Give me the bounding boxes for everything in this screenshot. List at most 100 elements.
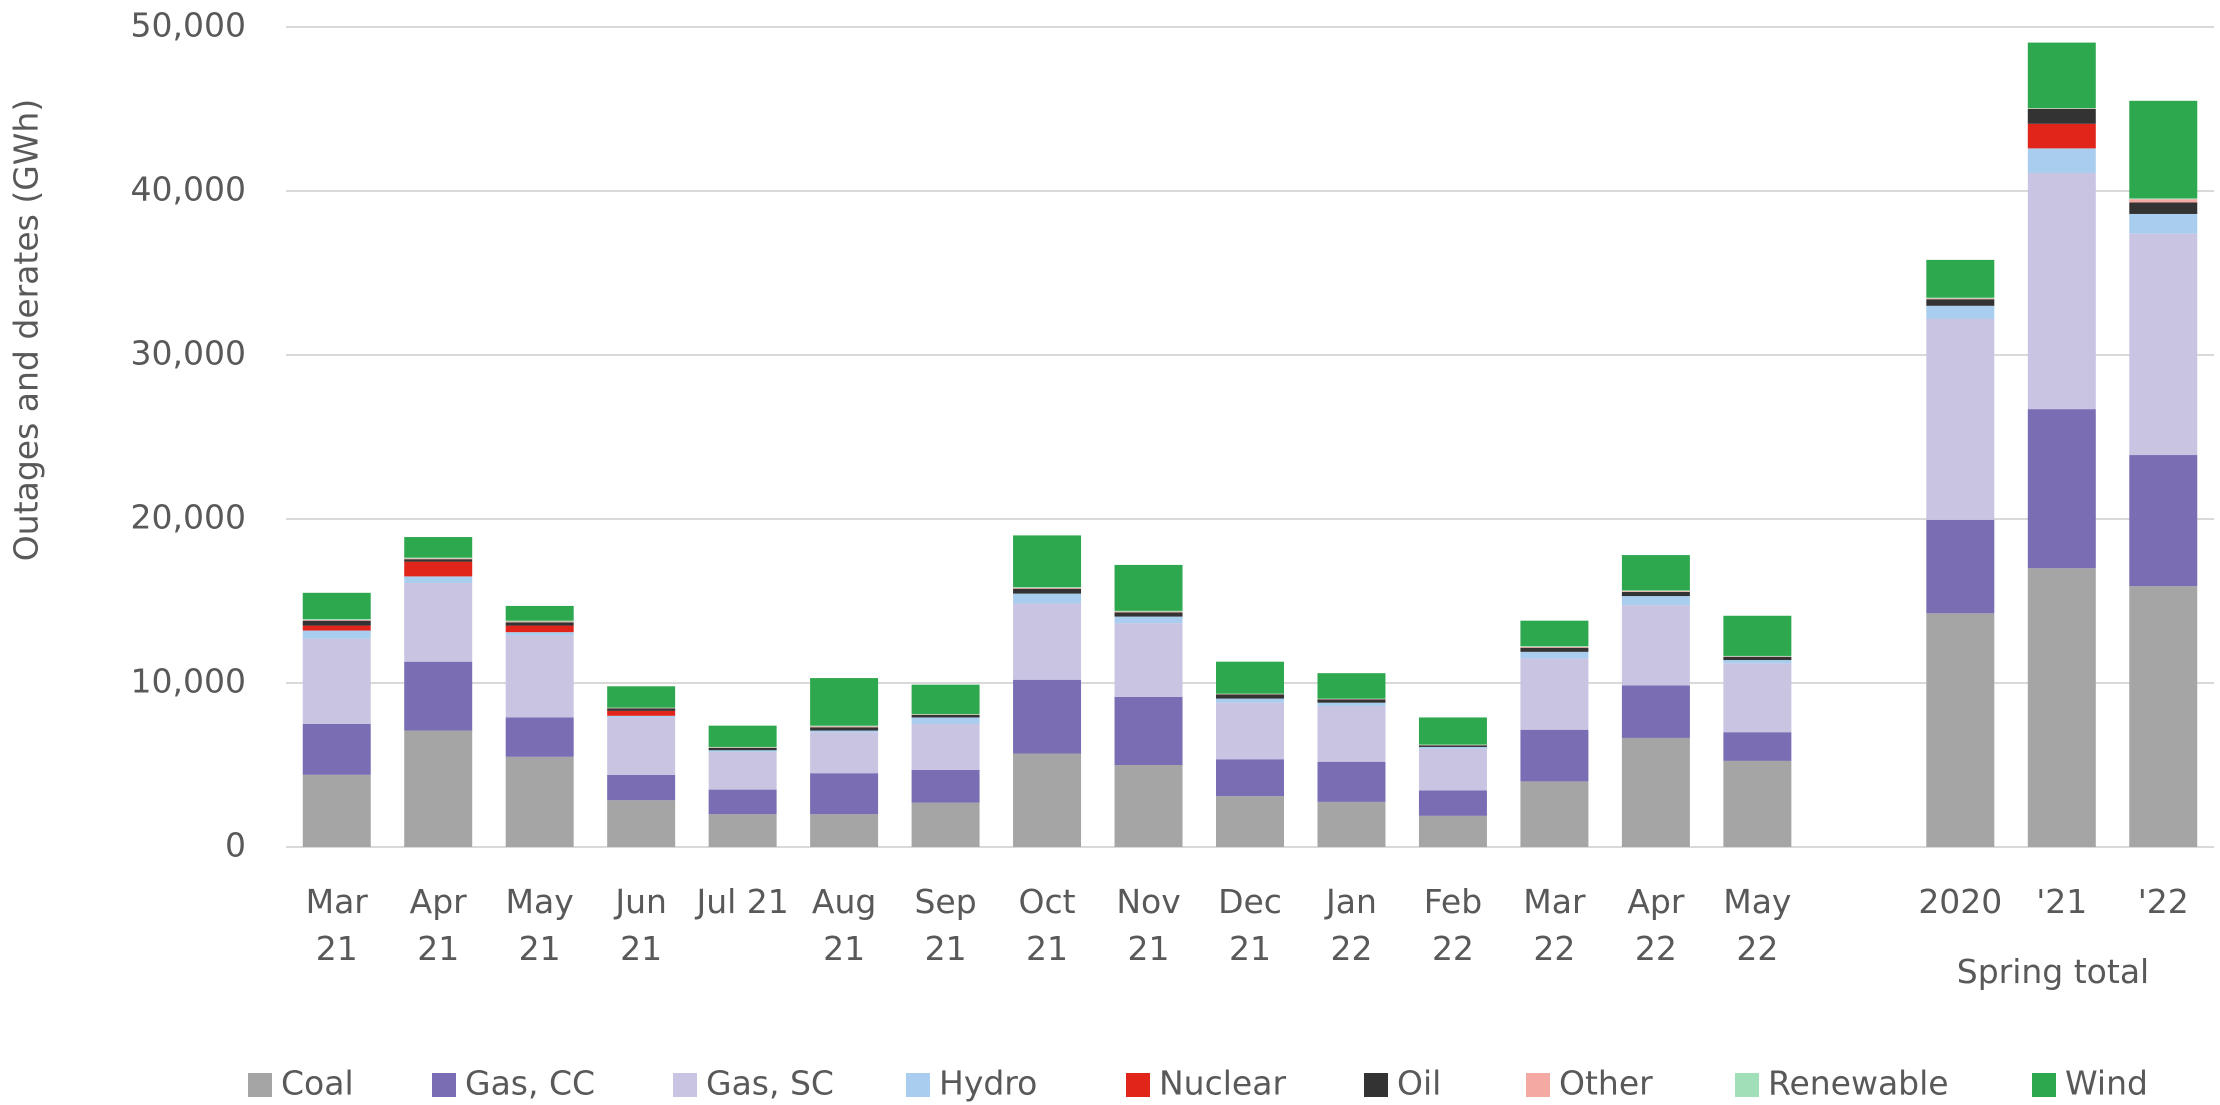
legend-label: Coal <box>281 1064 354 1103</box>
bar-segment <box>607 715 676 718</box>
bar-segment <box>1013 593 1082 604</box>
bar-segment <box>1926 305 1995 319</box>
legend-label: Gas, SC <box>706 1064 834 1103</box>
bar-segment <box>2129 198 2198 200</box>
bar-segment <box>911 724 980 770</box>
bar-segment <box>1723 760 1792 847</box>
bar-segment <box>1520 620 1589 647</box>
bar-segment <box>1114 616 1183 624</box>
bar-segment <box>1418 790 1487 816</box>
legend-label: Hydro <box>939 1064 1037 1103</box>
bar-segment <box>607 686 676 708</box>
bar-segment <box>810 732 879 774</box>
bar-segment <box>607 774 676 801</box>
bar-segment <box>1926 318 1995 520</box>
bar-segment <box>1216 702 1284 760</box>
bar-segment <box>1723 663 1792 733</box>
x-tick-label: Mar 21 <box>305 882 368 968</box>
bar-segment <box>1114 696 1183 765</box>
bar-segment <box>911 717 980 724</box>
bar-segment <box>302 724 371 775</box>
bar-segment <box>302 625 371 631</box>
bar-segment <box>1216 698 1284 703</box>
x-tick-label: Feb 22 <box>1423 882 1483 968</box>
bar-segment <box>607 800 676 847</box>
legend-label: Nuclear <box>1159 1064 1286 1103</box>
legend-swatch <box>248 1073 272 1097</box>
bar-segment <box>810 727 879 731</box>
bar-segment <box>2129 455 2198 587</box>
bar-segment <box>1317 699 1386 703</box>
bar-segment <box>1317 702 1386 706</box>
bar-segment <box>302 630 371 639</box>
bar-segment <box>1723 660 1792 664</box>
bar-segment <box>911 714 980 718</box>
x-tick-label: Dec 21 <box>1218 882 1282 968</box>
bar-segment <box>1621 737 1690 847</box>
legend-swatch <box>1735 1073 1759 1097</box>
x-tick-label: Jun 21 <box>615 882 667 968</box>
bar-segment <box>911 802 980 847</box>
legend-swatch <box>673 1073 697 1097</box>
group-annotation: Spring total <box>1956 952 2150 991</box>
x-tick-label: '21 <box>2036 882 2088 921</box>
bar-segment <box>1621 685 1690 738</box>
bar-segment <box>1418 745 1487 747</box>
legend-swatch <box>432 1073 456 1097</box>
bar-segment <box>1013 753 1082 847</box>
y-axis-title: Outages and derates (GWh) <box>7 99 46 561</box>
bar-segment <box>2129 233 2198 456</box>
bar-segment <box>708 789 777 815</box>
bar-segment <box>404 557 473 559</box>
bar-segment <box>1926 297 1995 299</box>
bar-segment <box>1114 623 1183 697</box>
bar-segment <box>1317 705 1386 762</box>
bar-segment <box>1621 591 1690 592</box>
bar-segment <box>302 619 371 621</box>
x-tick-label: Apr 22 <box>1627 882 1685 968</box>
bar-segment <box>810 814 879 847</box>
bar-segment <box>2027 172 2096 410</box>
bar-segment <box>505 622 574 626</box>
bar-segment <box>2129 586 2198 847</box>
bar-segment <box>1621 590 1690 592</box>
bar-segment <box>1418 815 1487 847</box>
bar-segment <box>1723 615 1792 656</box>
bar-segment <box>505 620 574 622</box>
bar-segment <box>2129 100 2198 199</box>
legend-swatch <box>906 1073 930 1097</box>
bar-segment <box>404 582 473 662</box>
y-tick-label: 10,000 <box>131 662 246 701</box>
x-tick-label: Nov 21 <box>1116 882 1181 968</box>
bar-segment <box>1621 591 1690 597</box>
y-tick-label: 0 <box>225 826 246 865</box>
legend-swatch <box>2032 1073 2056 1097</box>
x-tick-label: Apr 21 <box>409 882 467 968</box>
bar-segment <box>2129 199 2198 203</box>
x-tick-label: May 22 <box>1723 882 1792 968</box>
bar-segment <box>708 725 777 747</box>
bar-segment <box>2027 109 2096 124</box>
bar-segment <box>1926 298 1995 300</box>
y-tick-label: 50,000 <box>131 6 246 45</box>
bar-segment <box>1216 661 1284 694</box>
bar-segment <box>302 619 371 620</box>
bar-segment <box>1013 603 1082 680</box>
bar-segment <box>1621 596 1690 606</box>
bar-segment <box>1317 801 1386 847</box>
bar-segment <box>1013 588 1082 594</box>
bar-segment <box>1114 611 1183 613</box>
bar-segment <box>1216 796 1284 847</box>
bar-segment <box>708 747 777 751</box>
bar-segment <box>1114 612 1183 617</box>
bar-segment <box>607 710 676 716</box>
bar-segment <box>404 537 473 558</box>
x-tick-label: Sep 21 <box>914 882 977 968</box>
bar-segment <box>2129 213 2198 234</box>
legend-label: Oil <box>1397 1064 1441 1103</box>
x-tick-label: '22 <box>2137 882 2189 921</box>
bar-segment <box>302 638 371 724</box>
x-tick-label: Aug 21 <box>811 882 877 968</box>
bar-segment <box>1621 555 1690 591</box>
